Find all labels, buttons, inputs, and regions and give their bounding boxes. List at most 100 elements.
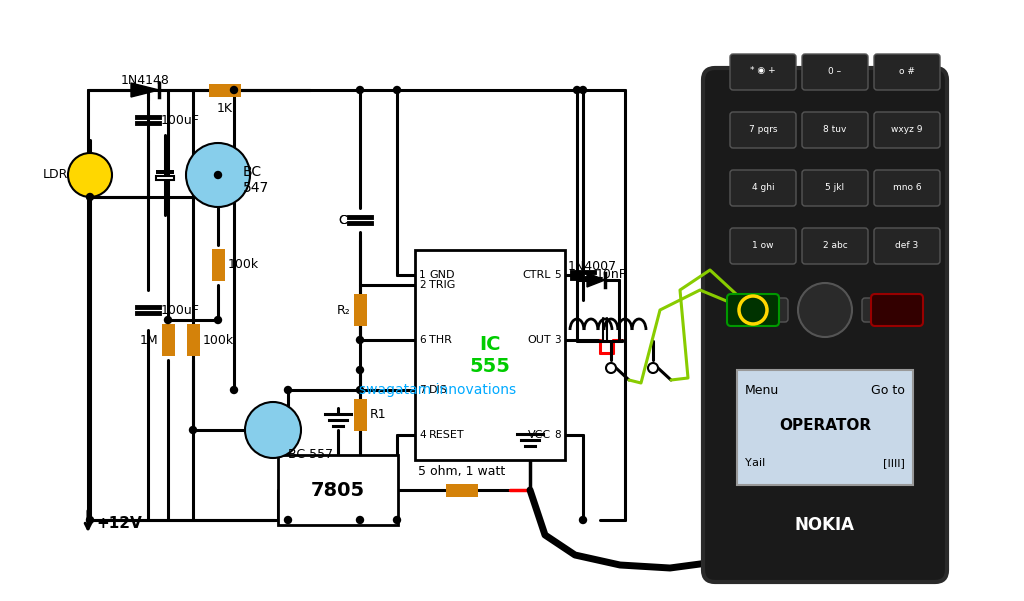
Polygon shape <box>131 83 159 97</box>
Circle shape <box>230 87 238 94</box>
Circle shape <box>573 87 581 94</box>
Text: +12V: +12V <box>96 516 141 531</box>
Text: [IIII]: [IIII] <box>883 458 905 468</box>
Circle shape <box>606 363 616 373</box>
Circle shape <box>214 171 221 178</box>
Circle shape <box>165 317 171 323</box>
Text: 7805: 7805 <box>311 481 366 499</box>
Text: 1K: 1K <box>217 102 233 115</box>
Polygon shape <box>587 273 605 287</box>
Text: 8 tuv: 8 tuv <box>823 124 847 133</box>
Text: 100uF: 100uF <box>161 304 200 317</box>
Circle shape <box>214 317 221 323</box>
FancyBboxPatch shape <box>730 298 788 322</box>
Text: C: C <box>338 213 347 227</box>
Bar <box>209 84 241 97</box>
Bar <box>737 370 913 485</box>
FancyBboxPatch shape <box>730 54 796 90</box>
FancyBboxPatch shape <box>730 170 796 206</box>
Circle shape <box>285 516 292 523</box>
FancyBboxPatch shape <box>874 228 940 264</box>
FancyBboxPatch shape <box>730 112 796 148</box>
Text: Y.ail: Y.ail <box>745 458 766 468</box>
Text: VCC: VCC <box>528 430 551 440</box>
Text: OUT: OUT <box>527 335 551 345</box>
Text: OPERATOR: OPERATOR <box>779 418 871 433</box>
Circle shape <box>86 516 93 523</box>
Text: 2: 2 <box>419 280 426 290</box>
Circle shape <box>186 143 250 207</box>
FancyBboxPatch shape <box>874 112 940 148</box>
Text: 8: 8 <box>554 430 561 440</box>
Text: 5 jkl: 5 jkl <box>825 183 845 192</box>
Text: 7: 7 <box>419 385 426 395</box>
FancyBboxPatch shape <box>874 54 940 90</box>
Text: BC
547: BC 547 <box>243 165 269 195</box>
Bar <box>415 250 565 460</box>
Text: 6: 6 <box>419 335 426 345</box>
Text: C: C <box>338 213 347 227</box>
Text: 1M: 1M <box>140 334 159 347</box>
Circle shape <box>393 516 400 523</box>
FancyBboxPatch shape <box>703 68 947 582</box>
Circle shape <box>648 363 658 373</box>
FancyBboxPatch shape <box>802 112 868 148</box>
Text: THR: THR <box>429 335 452 345</box>
Text: 4 ghi: 4 ghi <box>752 183 774 192</box>
Circle shape <box>580 87 587 94</box>
Text: def 3: def 3 <box>895 240 919 249</box>
Text: BC 557: BC 557 <box>288 448 333 462</box>
Text: 0 –: 0 – <box>828 67 842 76</box>
Text: 100uF: 100uF <box>161 114 200 126</box>
FancyBboxPatch shape <box>802 228 868 264</box>
Text: CTRL: CTRL <box>522 270 551 280</box>
Text: wxyz 9: wxyz 9 <box>891 124 923 133</box>
Circle shape <box>285 386 292 394</box>
Bar <box>156 176 174 180</box>
Circle shape <box>189 427 197 433</box>
Text: mno 6: mno 6 <box>893 183 922 192</box>
Text: 1N4007: 1N4007 <box>567 260 616 273</box>
Text: 7 pqrs: 7 pqrs <box>749 124 777 133</box>
Circle shape <box>356 367 364 373</box>
FancyBboxPatch shape <box>802 170 868 206</box>
Text: TRIG: TRIG <box>429 280 456 290</box>
Text: 10nF: 10nF <box>596 269 627 281</box>
Text: o #: o # <box>899 67 914 76</box>
Text: DIS: DIS <box>429 385 447 395</box>
FancyBboxPatch shape <box>871 294 923 326</box>
FancyBboxPatch shape <box>802 54 868 90</box>
Text: 100k: 100k <box>227 258 259 272</box>
Text: 1: 1 <box>419 270 426 280</box>
Text: 4: 4 <box>419 430 426 440</box>
Circle shape <box>245 402 301 458</box>
Text: swagatam innovations: swagatam innovations <box>359 383 516 397</box>
FancyBboxPatch shape <box>727 294 779 326</box>
Text: RESET: RESET <box>429 430 465 440</box>
Bar <box>186 324 200 356</box>
Bar <box>156 170 174 174</box>
Text: * ◉ +: * ◉ + <box>751 67 776 76</box>
Text: 3: 3 <box>554 335 561 345</box>
Circle shape <box>356 337 364 344</box>
Text: IC
555: IC 555 <box>470 335 510 376</box>
Circle shape <box>356 87 364 94</box>
Text: Menu: Menu <box>744 383 779 397</box>
Bar <box>278 455 398 525</box>
Bar <box>353 294 367 326</box>
Text: 2 abc: 2 abc <box>822 240 848 249</box>
Bar <box>353 399 367 431</box>
Text: 5: 5 <box>554 270 561 280</box>
Circle shape <box>393 87 400 94</box>
Circle shape <box>356 386 364 394</box>
Text: 5 ohm, 1 watt: 5 ohm, 1 watt <box>419 465 506 478</box>
Text: 1 ow: 1 ow <box>753 240 774 249</box>
Text: GND: GND <box>429 270 455 280</box>
FancyBboxPatch shape <box>862 298 920 322</box>
FancyBboxPatch shape <box>874 170 940 206</box>
Bar <box>212 249 224 281</box>
Circle shape <box>86 194 93 201</box>
Circle shape <box>798 283 852 337</box>
Text: 100k: 100k <box>203 334 233 347</box>
Text: NOKIA: NOKIA <box>795 516 855 534</box>
